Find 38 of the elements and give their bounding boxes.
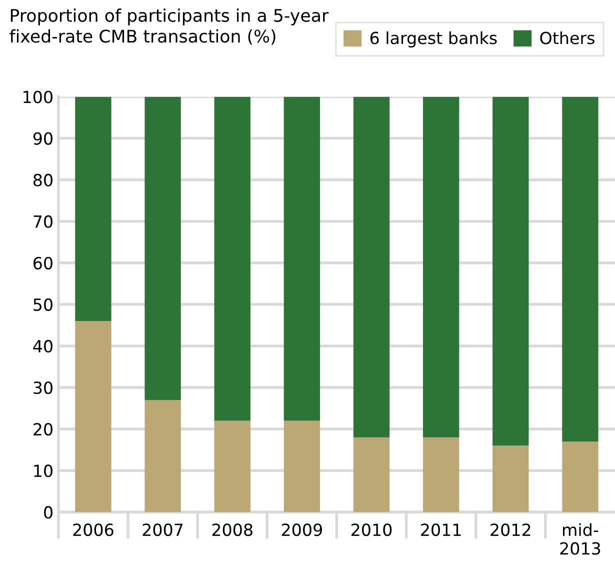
bar: [144, 400, 181, 512]
legend-label: Others: [540, 31, 594, 44]
legend-label: 6 largest banks: [370, 31, 497, 48]
bar: [353, 96, 390, 438]
x-tick-label: 2007: [142, 524, 183, 536]
y-tick-label: 80: [33, 174, 52, 186]
bar: [562, 441, 598, 512]
bar: [214, 420, 250, 512]
bar: [422, 96, 460, 438]
x-tick-label: 2009: [282, 524, 322, 536]
y-tick-label: 50: [34, 298, 52, 311]
x-tick-label: 2012: [490, 524, 530, 536]
bar: [492, 96, 529, 446]
y-tick-label: 60: [34, 256, 52, 270]
x-tick-label: 2008: [212, 524, 252, 536]
x-tick-label: 2011: [421, 524, 461, 536]
y-tick-label: 10: [34, 464, 52, 478]
bar: [422, 437, 460, 512]
y-tick-label: 100: [24, 90, 52, 104]
bar: [75, 96, 112, 322]
y-tick-label: 20: [34, 422, 52, 436]
bar: [353, 437, 390, 512]
chart-title: Proportion of participants in a 5-year fixed-rate CMB transaction (%): [10, 8, 329, 45]
bar: [284, 96, 320, 421]
bar: [492, 446, 529, 512]
y-tick-label: 30: [34, 381, 52, 394]
bar: [75, 321, 112, 512]
y-tick-label: 40: [33, 340, 52, 353]
x-tick-label: 2006: [73, 524, 114, 536]
x-tick-label: 2010: [352, 524, 392, 536]
bar: [144, 96, 181, 400]
y-tick-label: 90: [33, 132, 52, 145]
bar: [214, 96, 250, 421]
bar: [562, 96, 598, 442]
x-tick-label: mid- 2013: [560, 523, 600, 555]
bar: [284, 420, 320, 512]
y-tick-label: 0: [44, 506, 52, 519]
y-tick-label: 70: [34, 215, 52, 228]
